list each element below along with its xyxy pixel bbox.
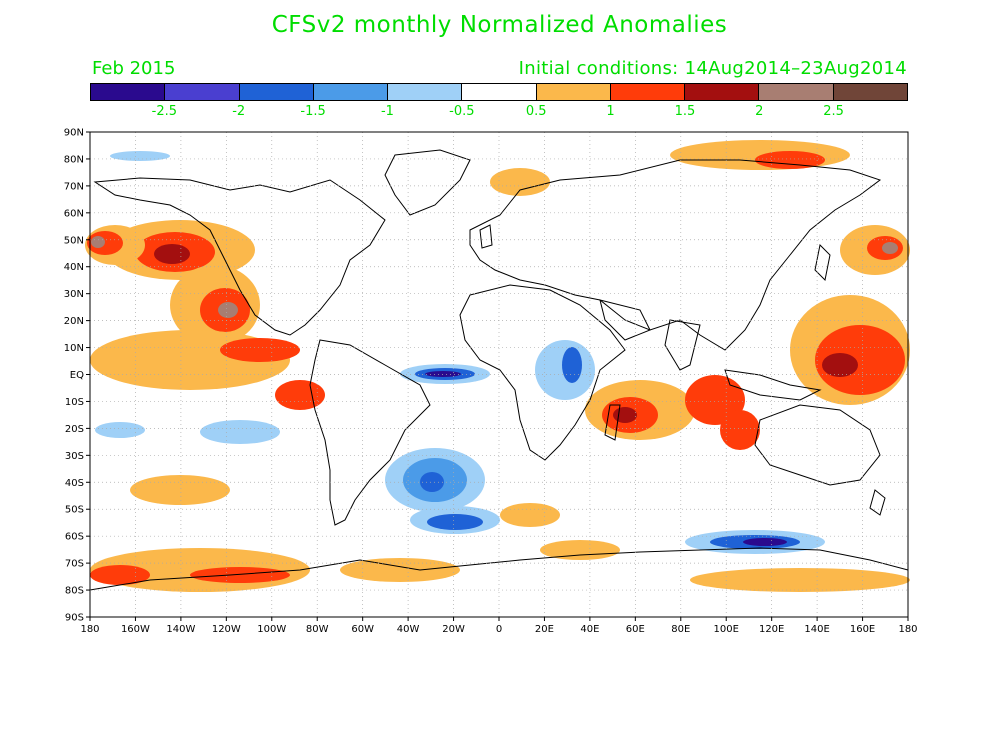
lat-label: 40S [65,478,84,489]
lon-label: 40W [397,624,420,635]
lat-label: 50N [64,235,84,246]
lat-label: 30N [64,289,84,300]
colorbar-label: -2.5 [151,104,178,119]
colorbar-cell [91,84,166,100]
lat-label: 80S [65,586,84,597]
colorbar-cell [239,84,314,100]
lon-label: 120E [759,624,784,635]
lat-label: 90S [65,613,84,624]
lat-label: 80N [64,154,84,165]
colorbar-label: -1 [380,104,394,119]
lon-label: 140W [166,624,195,635]
latitude-labels: 90N 80N 70N 60N 50N 40N 30N 20N 10N EQ 10S 20S 30S 40… [64,128,90,624]
anomaly-shading [85,140,910,592]
lon-label: 80W [306,624,329,635]
colorbar-cell [833,84,907,100]
anomaly-map: 90N 80N 70N 60N 50N 40N 30N 20N 10N EQ 10S 20S 30S 40… [64,128,918,636]
lat-label: 70S [65,559,84,570]
longitude-labels: 180 160W 140W 120W 100W 80W 60W 40W 20W 0 20E 40E 60… [80,617,918,635]
lat-label: 40N [64,262,84,273]
lon-label: 180 [898,624,917,635]
lat-label: 30S [65,451,84,462]
forecast-month: Feb 2015 [92,58,176,79]
colorbar-cell [462,84,537,100]
colorbar-cell [165,84,240,100]
lon-label: 80E [671,624,690,635]
colorbar-label: -2 [232,104,246,119]
coastlines [89,149,909,591]
colorbar-label: 2 [755,104,764,119]
lat-label: 60S [65,532,84,543]
lon-label: 180 [80,624,99,635]
initial-conditions: Initial conditions: 14Aug2014–23Aug2014 [518,58,907,79]
lat-label: 70N [64,181,84,192]
chart-title: CFSv2 monthly Normalized Anomalies [271,12,728,38]
colorbar-label: 2.5 [823,104,844,119]
colorbar-cell [313,84,389,100]
colorbar-cell [388,84,463,100]
colorbar-label: 0.5 [525,104,547,119]
lat-label: 10S [65,397,84,408]
lat-label: 10N [64,343,84,354]
lat-label: 20N [64,316,84,327]
lat-label: 60N [64,208,84,219]
colorbar-cell [536,84,611,100]
colorbar-cell [685,84,760,100]
colorbar-labels: -2.5 -2 -1.5 -1 -0.5 0.5 1 1.5 2 2.5 [0,104,999,122]
lon-label: 120W [212,624,241,635]
lon-label: 60W [351,624,374,635]
lon-label: 100E [714,624,739,635]
lon-label: 0 [496,624,502,635]
lat-label: EQ [70,370,84,381]
lat-label: 90N [64,128,84,139]
gridlines [90,132,908,617]
lon-label: 160E [850,624,875,635]
colorbar [90,83,908,101]
lon-label: 140E [804,624,829,635]
lon-label: 40E [580,624,599,635]
lon-label: 20E [535,624,554,635]
lon-label: 160W [121,624,150,635]
lat-label: 50S [65,505,84,516]
colorbar-cell [759,84,834,100]
lon-label: 60E [626,624,645,635]
lon-label: 20W [442,624,465,635]
colorbar-label: 1 [606,104,615,119]
colorbar-label: -1.5 [300,104,326,119]
colorbar-cell [610,84,686,100]
colorbar-label: -0.5 [449,104,475,119]
colorbar-label: 1.5 [674,104,696,119]
lon-label: 100W [257,624,286,635]
lat-label: 20S [65,424,84,435]
